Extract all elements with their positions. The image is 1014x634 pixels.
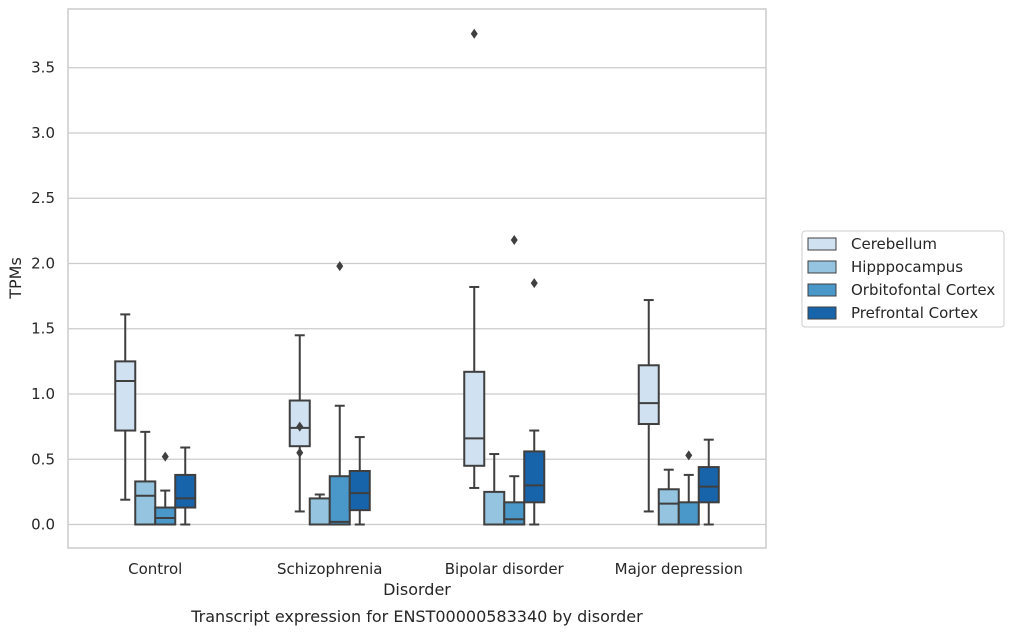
box-iqr bbox=[697, 466, 720, 504]
box-2-1 bbox=[483, 453, 506, 526]
legend-swatch bbox=[807, 260, 837, 274]
box-iqr bbox=[114, 360, 137, 432]
box-3-3 bbox=[697, 438, 720, 526]
box-iqr bbox=[677, 501, 700, 526]
box-iqr bbox=[523, 450, 546, 504]
legend-swatch bbox=[807, 283, 837, 297]
box-iqr bbox=[154, 506, 177, 526]
box-layer bbox=[114, 28, 720, 526]
box-0-0 bbox=[114, 313, 137, 501]
box-iqr bbox=[348, 470, 371, 512]
x-tick-labels: Control Schizophrenia Bipolar disorder Majo… bbox=[128, 560, 743, 578]
y-tick-label: 0.5 bbox=[31, 450, 55, 468]
box-3-2 bbox=[677, 450, 700, 526]
box-iqr bbox=[174, 473, 197, 509]
y-tick-labels: 0.0 0.5 1.0 1.5 2.0 2.5 3.0 3.5 bbox=[31, 59, 55, 534]
y-tick-label: 3.5 bbox=[31, 59, 55, 77]
y-axis-title: TPMs bbox=[6, 257, 25, 300]
y-tick-label: 2.0 bbox=[31, 254, 55, 272]
y-tick-label: 1.0 bbox=[31, 385, 55, 403]
box-2-2 bbox=[503, 235, 526, 526]
legend-label: Hipppocampus bbox=[851, 258, 963, 276]
box-0-2 bbox=[154, 451, 177, 526]
legend-items: Cerebellum Hipppocampus Orbitofontal Corte… bbox=[807, 235, 995, 322]
legend-swatch bbox=[807, 237, 837, 251]
box-iqr bbox=[483, 490, 506, 526]
box-2-3 bbox=[523, 278, 546, 526]
box-iqr bbox=[328, 475, 351, 526]
box-iqr bbox=[503, 501, 526, 526]
x-tick-label: Schizophrenia bbox=[277, 560, 382, 578]
box-iqr bbox=[134, 480, 157, 526]
y-tick-label: 1.5 bbox=[31, 320, 55, 338]
y-tick-label: 2.5 bbox=[31, 189, 55, 207]
outlier-point bbox=[470, 28, 478, 39]
x-axis-title: Disorder bbox=[383, 580, 451, 599]
box-1-2 bbox=[328, 261, 351, 526]
legend-label: Orbitofontal Cortex bbox=[851, 281, 995, 299]
legend-frame bbox=[801, 230, 1005, 328]
box-0-1 bbox=[134, 430, 157, 526]
x-tick-label: Major depression bbox=[615, 560, 743, 578]
y-tick-label: 0.0 bbox=[31, 516, 55, 534]
plot-frame bbox=[67, 8, 767, 549]
legend-label: Prefrontal Cortex bbox=[851, 304, 978, 322]
legend-swatch bbox=[807, 306, 837, 320]
box-1-0 bbox=[288, 334, 311, 513]
outlier-point bbox=[510, 235, 518, 245]
outlier-point bbox=[296, 447, 304, 458]
x-tick-label: Bipolar disorder bbox=[445, 560, 565, 578]
box-iqr bbox=[637, 364, 660, 426]
legend-label: Cerebellum bbox=[851, 235, 937, 253]
grid-layer bbox=[68, 67, 766, 526]
outlier-point bbox=[530, 278, 538, 289]
box-iqr bbox=[308, 497, 331, 526]
box-2-0 bbox=[463, 28, 486, 489]
outlier-point bbox=[161, 451, 169, 462]
box-iqr bbox=[657, 488, 680, 526]
box-0-3 bbox=[174, 446, 197, 526]
chart-caption: Transcript expression for ENST0000058334… bbox=[190, 607, 643, 626]
box-3-1 bbox=[657, 468, 680, 526]
outlier-point bbox=[685, 450, 693, 461]
y-tick-label: 3.0 bbox=[31, 124, 55, 142]
outlier-point bbox=[336, 261, 344, 272]
box-iqr bbox=[463, 370, 486, 467]
box-1-1 bbox=[308, 493, 331, 526]
x-tick-label: Control bbox=[128, 560, 182, 578]
legend: Cerebellum Hipppocampus Orbitofontal Corte… bbox=[801, 230, 1005, 328]
outlier-point bbox=[296, 421, 304, 432]
box-3-0 bbox=[637, 299, 660, 513]
box-1-3 bbox=[348, 436, 371, 526]
